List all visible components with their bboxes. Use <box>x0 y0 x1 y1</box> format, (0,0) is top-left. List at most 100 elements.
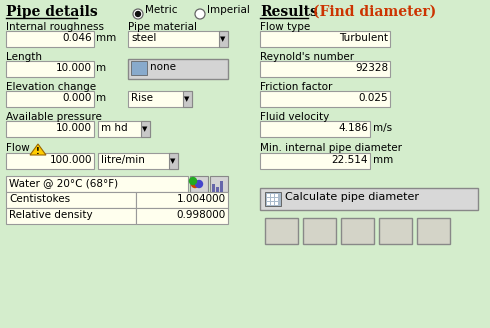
Text: Relative density: Relative density <box>9 210 93 220</box>
Bar <box>271 198 274 201</box>
Text: !: ! <box>36 147 40 155</box>
Bar <box>260 31 390 47</box>
Bar <box>136 208 228 224</box>
Text: 0.025: 0.025 <box>358 93 388 103</box>
Text: 0.046: 0.046 <box>62 33 92 43</box>
Circle shape <box>195 9 205 19</box>
Text: Rise: Rise <box>131 93 153 103</box>
Bar <box>6 153 94 169</box>
Bar <box>267 202 270 205</box>
Text: 22.514: 22.514 <box>332 155 368 165</box>
Text: 100.000: 100.000 <box>49 155 92 165</box>
Bar <box>98 121 150 137</box>
Text: 4.186: 4.186 <box>338 123 368 133</box>
Text: steel: steel <box>131 33 156 43</box>
Text: mm: mm <box>96 33 116 43</box>
Text: Imperial: Imperial <box>207 5 250 15</box>
Bar <box>128 91 192 107</box>
Bar <box>271 202 274 205</box>
Text: litre/min: litre/min <box>101 155 145 165</box>
Bar <box>136 192 228 208</box>
Bar <box>220 181 223 192</box>
Bar <box>260 61 390 77</box>
Text: 0.000: 0.000 <box>63 93 92 103</box>
Bar <box>275 202 278 205</box>
Bar <box>6 176 188 192</box>
Bar <box>260 188 478 210</box>
Text: m/s: m/s <box>373 123 392 133</box>
Text: Internal roughness: Internal roughness <box>6 22 104 32</box>
Text: 1.004000: 1.004000 <box>177 194 226 204</box>
Bar <box>271 194 274 197</box>
Text: Reynold's number: Reynold's number <box>260 52 354 62</box>
Bar <box>267 198 270 201</box>
Text: 92328: 92328 <box>355 63 388 73</box>
Bar <box>260 153 370 169</box>
Text: Length: Length <box>6 52 42 62</box>
Text: Results: Results <box>260 5 318 19</box>
Bar <box>6 31 94 47</box>
Text: Fluid velocity: Fluid velocity <box>260 112 329 122</box>
Polygon shape <box>30 144 46 155</box>
Circle shape <box>136 11 141 16</box>
Bar <box>216 187 219 192</box>
Bar <box>219 31 228 47</box>
Bar <box>6 208 136 224</box>
Text: ▼: ▼ <box>184 96 190 102</box>
Bar <box>212 184 215 192</box>
Bar <box>131 61 147 75</box>
Text: Centistokes: Centistokes <box>9 194 70 204</box>
Text: 10.000: 10.000 <box>56 123 92 133</box>
Text: m hd: m hd <box>101 123 127 133</box>
Text: 0.998000: 0.998000 <box>177 210 226 220</box>
Bar <box>128 31 228 47</box>
Text: Available pressure: Available pressure <box>6 112 102 122</box>
Bar <box>275 198 278 201</box>
Text: 10.000: 10.000 <box>56 63 92 73</box>
Text: Pipe material: Pipe material <box>128 22 197 32</box>
Text: Metric: Metric <box>145 5 177 15</box>
Bar <box>98 153 178 169</box>
Bar <box>210 176 228 192</box>
Text: Water @ 20°C (68°F): Water @ 20°C (68°F) <box>9 178 118 188</box>
Bar <box>341 218 374 244</box>
Bar <box>260 91 390 107</box>
Bar <box>141 121 150 137</box>
Bar <box>6 121 94 137</box>
Text: none: none <box>150 62 176 72</box>
Text: m: m <box>96 63 106 73</box>
Text: (Find diameter): (Find diameter) <box>313 5 436 19</box>
Text: Flow: Flow <box>6 143 30 153</box>
Bar <box>183 91 192 107</box>
Bar <box>169 153 178 169</box>
Bar <box>267 194 270 197</box>
Bar <box>128 59 228 79</box>
Bar <box>6 192 136 208</box>
Circle shape <box>196 180 202 188</box>
Bar <box>417 218 450 244</box>
Text: ▼: ▼ <box>142 126 147 132</box>
Bar <box>260 121 370 137</box>
Circle shape <box>190 177 196 184</box>
Circle shape <box>133 9 143 19</box>
Text: Elevation change: Elevation change <box>6 82 96 92</box>
Bar <box>379 218 412 244</box>
Circle shape <box>192 180 198 188</box>
Text: Calculate pipe diameter: Calculate pipe diameter <box>285 192 419 202</box>
Bar <box>303 218 336 244</box>
Bar <box>190 176 208 192</box>
Bar <box>6 61 94 77</box>
Text: m: m <box>96 93 106 103</box>
Bar <box>265 192 281 206</box>
Text: Flow type: Flow type <box>260 22 310 32</box>
Text: Friction factor: Friction factor <box>260 82 332 92</box>
Text: Turbulent: Turbulent <box>339 33 388 43</box>
Text: ▼: ▼ <box>171 158 176 164</box>
Text: Pipe details: Pipe details <box>6 5 98 19</box>
Text: ▼: ▼ <box>220 36 226 42</box>
Bar <box>265 218 298 244</box>
Bar <box>275 194 278 197</box>
Text: Min. internal pipe diameter: Min. internal pipe diameter <box>260 143 402 153</box>
Text: mm: mm <box>373 155 393 165</box>
Bar <box>6 91 94 107</box>
